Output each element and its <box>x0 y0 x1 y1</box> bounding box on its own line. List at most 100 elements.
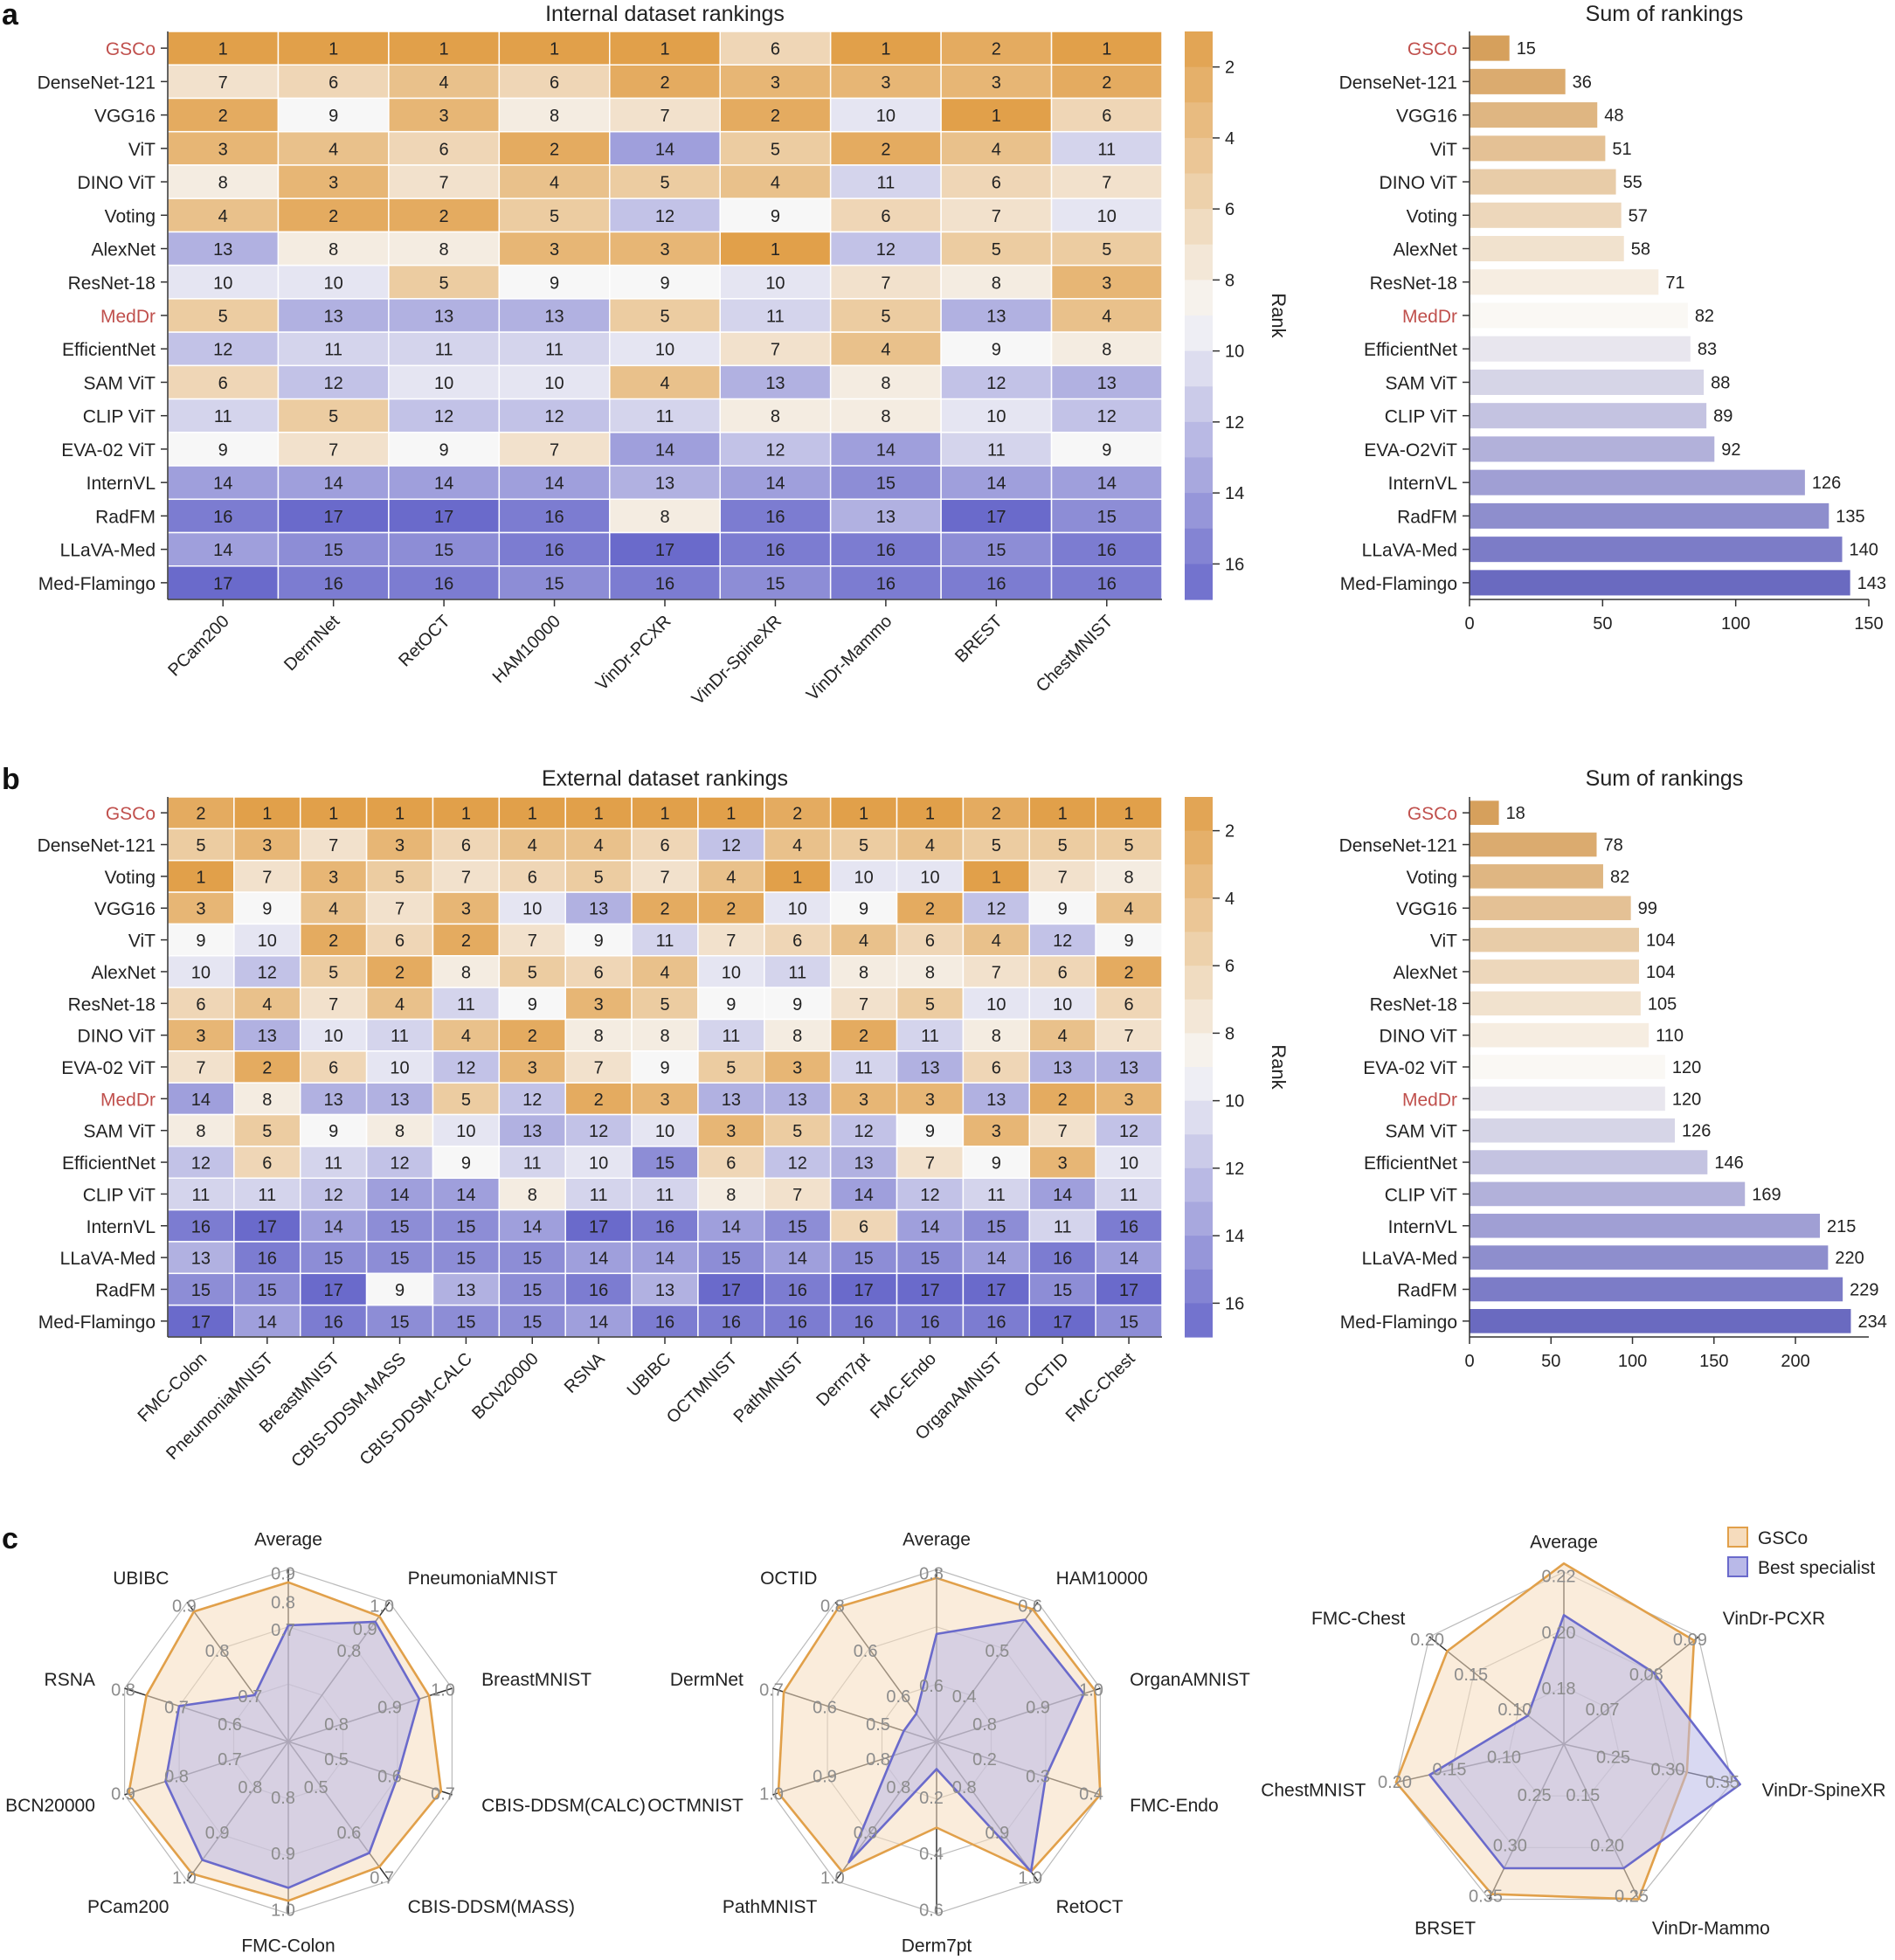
heatmap-cell-value: 1 <box>218 40 228 59</box>
heatmap-cell <box>609 364 721 400</box>
external-rank-colorbar: 2 4 6 8 10 12 14 16 Rank <box>1185 797 1290 1338</box>
heatmap-cell-value: 11 <box>987 1186 1006 1205</box>
radar-tick-label: 0.6 <box>336 1824 361 1843</box>
heatmap-cell-value: 11 <box>1097 140 1116 159</box>
radar-tick-label: 0.20 <box>1410 1631 1444 1650</box>
heatmap-cell <box>299 1113 368 1147</box>
heatmap-cell-value: 16 <box>765 541 785 560</box>
heatmap-cell <box>233 1304 301 1338</box>
heatmap-cell-value: 11 <box>1054 1217 1072 1236</box>
heatmap-cell-value: 4 <box>859 932 868 951</box>
heatmap-cell-value: 17 <box>986 508 1006 527</box>
sum-bar <box>1470 436 1715 462</box>
heatmap-cell-value: 9 <box>329 107 338 126</box>
heatmap-cell-value: 10 <box>765 274 785 293</box>
heatmap-cell-value: 10 <box>258 932 277 951</box>
heatmap-cell <box>940 164 1053 199</box>
heatmap-cell-value: 6 <box>461 836 471 855</box>
heatmap-cell-value: 13 <box>191 1250 211 1269</box>
heatmap-cell-value: 9 <box>528 995 537 1015</box>
heatmap-cell <box>432 859 501 893</box>
heatmap-cell-value: 4 <box>395 995 405 1015</box>
heatmap-cell-value: 15 <box>854 1250 873 1269</box>
heatmap-cell <box>829 130 942 166</box>
heatmap-cell-value: 7 <box>792 1186 802 1205</box>
colorbar-tick-label: 6 <box>1225 200 1235 219</box>
heatmap-cell-value: 5 <box>1102 240 1111 260</box>
heatmap-cell <box>388 465 501 501</box>
heatmap-cell-value: 3 <box>594 995 604 1015</box>
heatmap-cell <box>167 891 235 925</box>
sum-bar-value: 58 <box>1631 240 1650 260</box>
heatmap-cell-value: 3 <box>1124 1091 1134 1110</box>
heatmap-cell-value: 15 <box>722 1250 741 1269</box>
heatmap-cell-value: 2 <box>262 1059 272 1078</box>
heatmap-cell <box>233 1146 301 1179</box>
heatmap-cell-value: 2 <box>726 900 736 919</box>
row-label: RadFM <box>95 507 156 527</box>
heatmap-cell <box>498 331 611 367</box>
heatmap-cell <box>1095 1209 1163 1243</box>
heatmap-cell-value: 6 <box>660 836 669 855</box>
heatmap-cell-value: 1 <box>196 868 205 887</box>
heatmap-cell-value: 13 <box>854 1154 873 1174</box>
heatmap-cell-value: 6 <box>329 73 338 93</box>
heatmap-cell-value: 11 <box>656 1186 674 1205</box>
heatmap-cell-value: 13 <box>788 1091 807 1110</box>
radar-tick-label: 0.8 <box>336 1642 361 1661</box>
sum-bar-value: 220 <box>1835 1249 1864 1268</box>
heatmap-cell <box>233 859 301 893</box>
heatmap-cell-value: 7 <box>771 341 780 360</box>
heatmap-cell-value: 4 <box>992 932 1001 951</box>
heatmap-cell-value: 14 <box>1053 1186 1072 1205</box>
bar-category-label: Med-Flamingo <box>1340 574 1457 594</box>
sum-bar-value: 71 <box>1665 274 1684 293</box>
heatmap-cell <box>719 331 832 367</box>
row-label: Med-Flamingo <box>38 574 156 594</box>
heatmap-cell-value: 13 <box>324 1091 343 1110</box>
column-label: VinDr-Mammo <box>803 612 896 704</box>
heatmap-cell-value: 16 <box>324 1312 343 1332</box>
heatmap-cell-value: 16 <box>258 1250 277 1269</box>
heatmap-cell-value: 4 <box>771 174 780 193</box>
heatmap-cell-value: 4 <box>528 836 537 855</box>
heatmap-cell-value: 9 <box>329 1122 338 1141</box>
heatmap-cell <box>432 923 501 957</box>
heatmap-cell <box>631 1304 699 1338</box>
heatmap-cell-value: 14 <box>213 474 232 494</box>
heatmap-cell-value: 15 <box>876 474 896 494</box>
heatmap-cell-value: 5 <box>461 1091 471 1110</box>
heatmap-cell-value: 7 <box>218 73 228 93</box>
radar-axis-label: HAM10000 <box>1056 1569 1148 1589</box>
radar-axis-label: CBIS-DDSM(MASS) <box>408 1897 575 1917</box>
heatmap-cell-value: 14 <box>589 1250 608 1269</box>
heatmap-cell-value: 4 <box>925 836 935 855</box>
heatmap-cell-value: 12 <box>258 963 277 982</box>
heatmap-cell-value: 3 <box>218 140 228 159</box>
heatmap-cell <box>233 1018 301 1052</box>
heatmap-cell-value: 10 <box>324 274 343 293</box>
heatmap-cell <box>1050 164 1163 199</box>
heatmap-cell <box>829 565 942 600</box>
heatmap-cell <box>719 264 832 300</box>
colorbar-swatch <box>1185 244 1213 280</box>
sum-bar-value: 18 <box>1506 804 1525 823</box>
heatmap-cell-value: 16 <box>544 541 564 560</box>
heatmap-cell-value: 13 <box>258 1027 277 1046</box>
colorbar-swatch <box>1185 1303 1213 1338</box>
heatmap-cell <box>829 1050 898 1084</box>
heatmap-cell <box>1050 264 1163 300</box>
heatmap-cell <box>167 1177 235 1211</box>
heatmap-cell-value: 4 <box>594 836 604 855</box>
heatmap-cell-value: 2 <box>395 963 405 982</box>
heatmap-cell-value: 8 <box>196 1122 205 1141</box>
radar-tick-label: 0.8 <box>886 1778 910 1797</box>
heatmap-cell-value: 9 <box>218 440 228 460</box>
bar-category-label: MedDr <box>1402 307 1457 327</box>
heatmap-cell-value: 3 <box>925 1091 935 1110</box>
heatmap-cell <box>498 498 611 534</box>
heatmap-cell <box>697 828 765 862</box>
heatmap-cell <box>498 364 611 400</box>
bar-category-label: AlexNet <box>1393 240 1457 260</box>
radar-tick-label: 0.20 <box>1378 1773 1412 1792</box>
